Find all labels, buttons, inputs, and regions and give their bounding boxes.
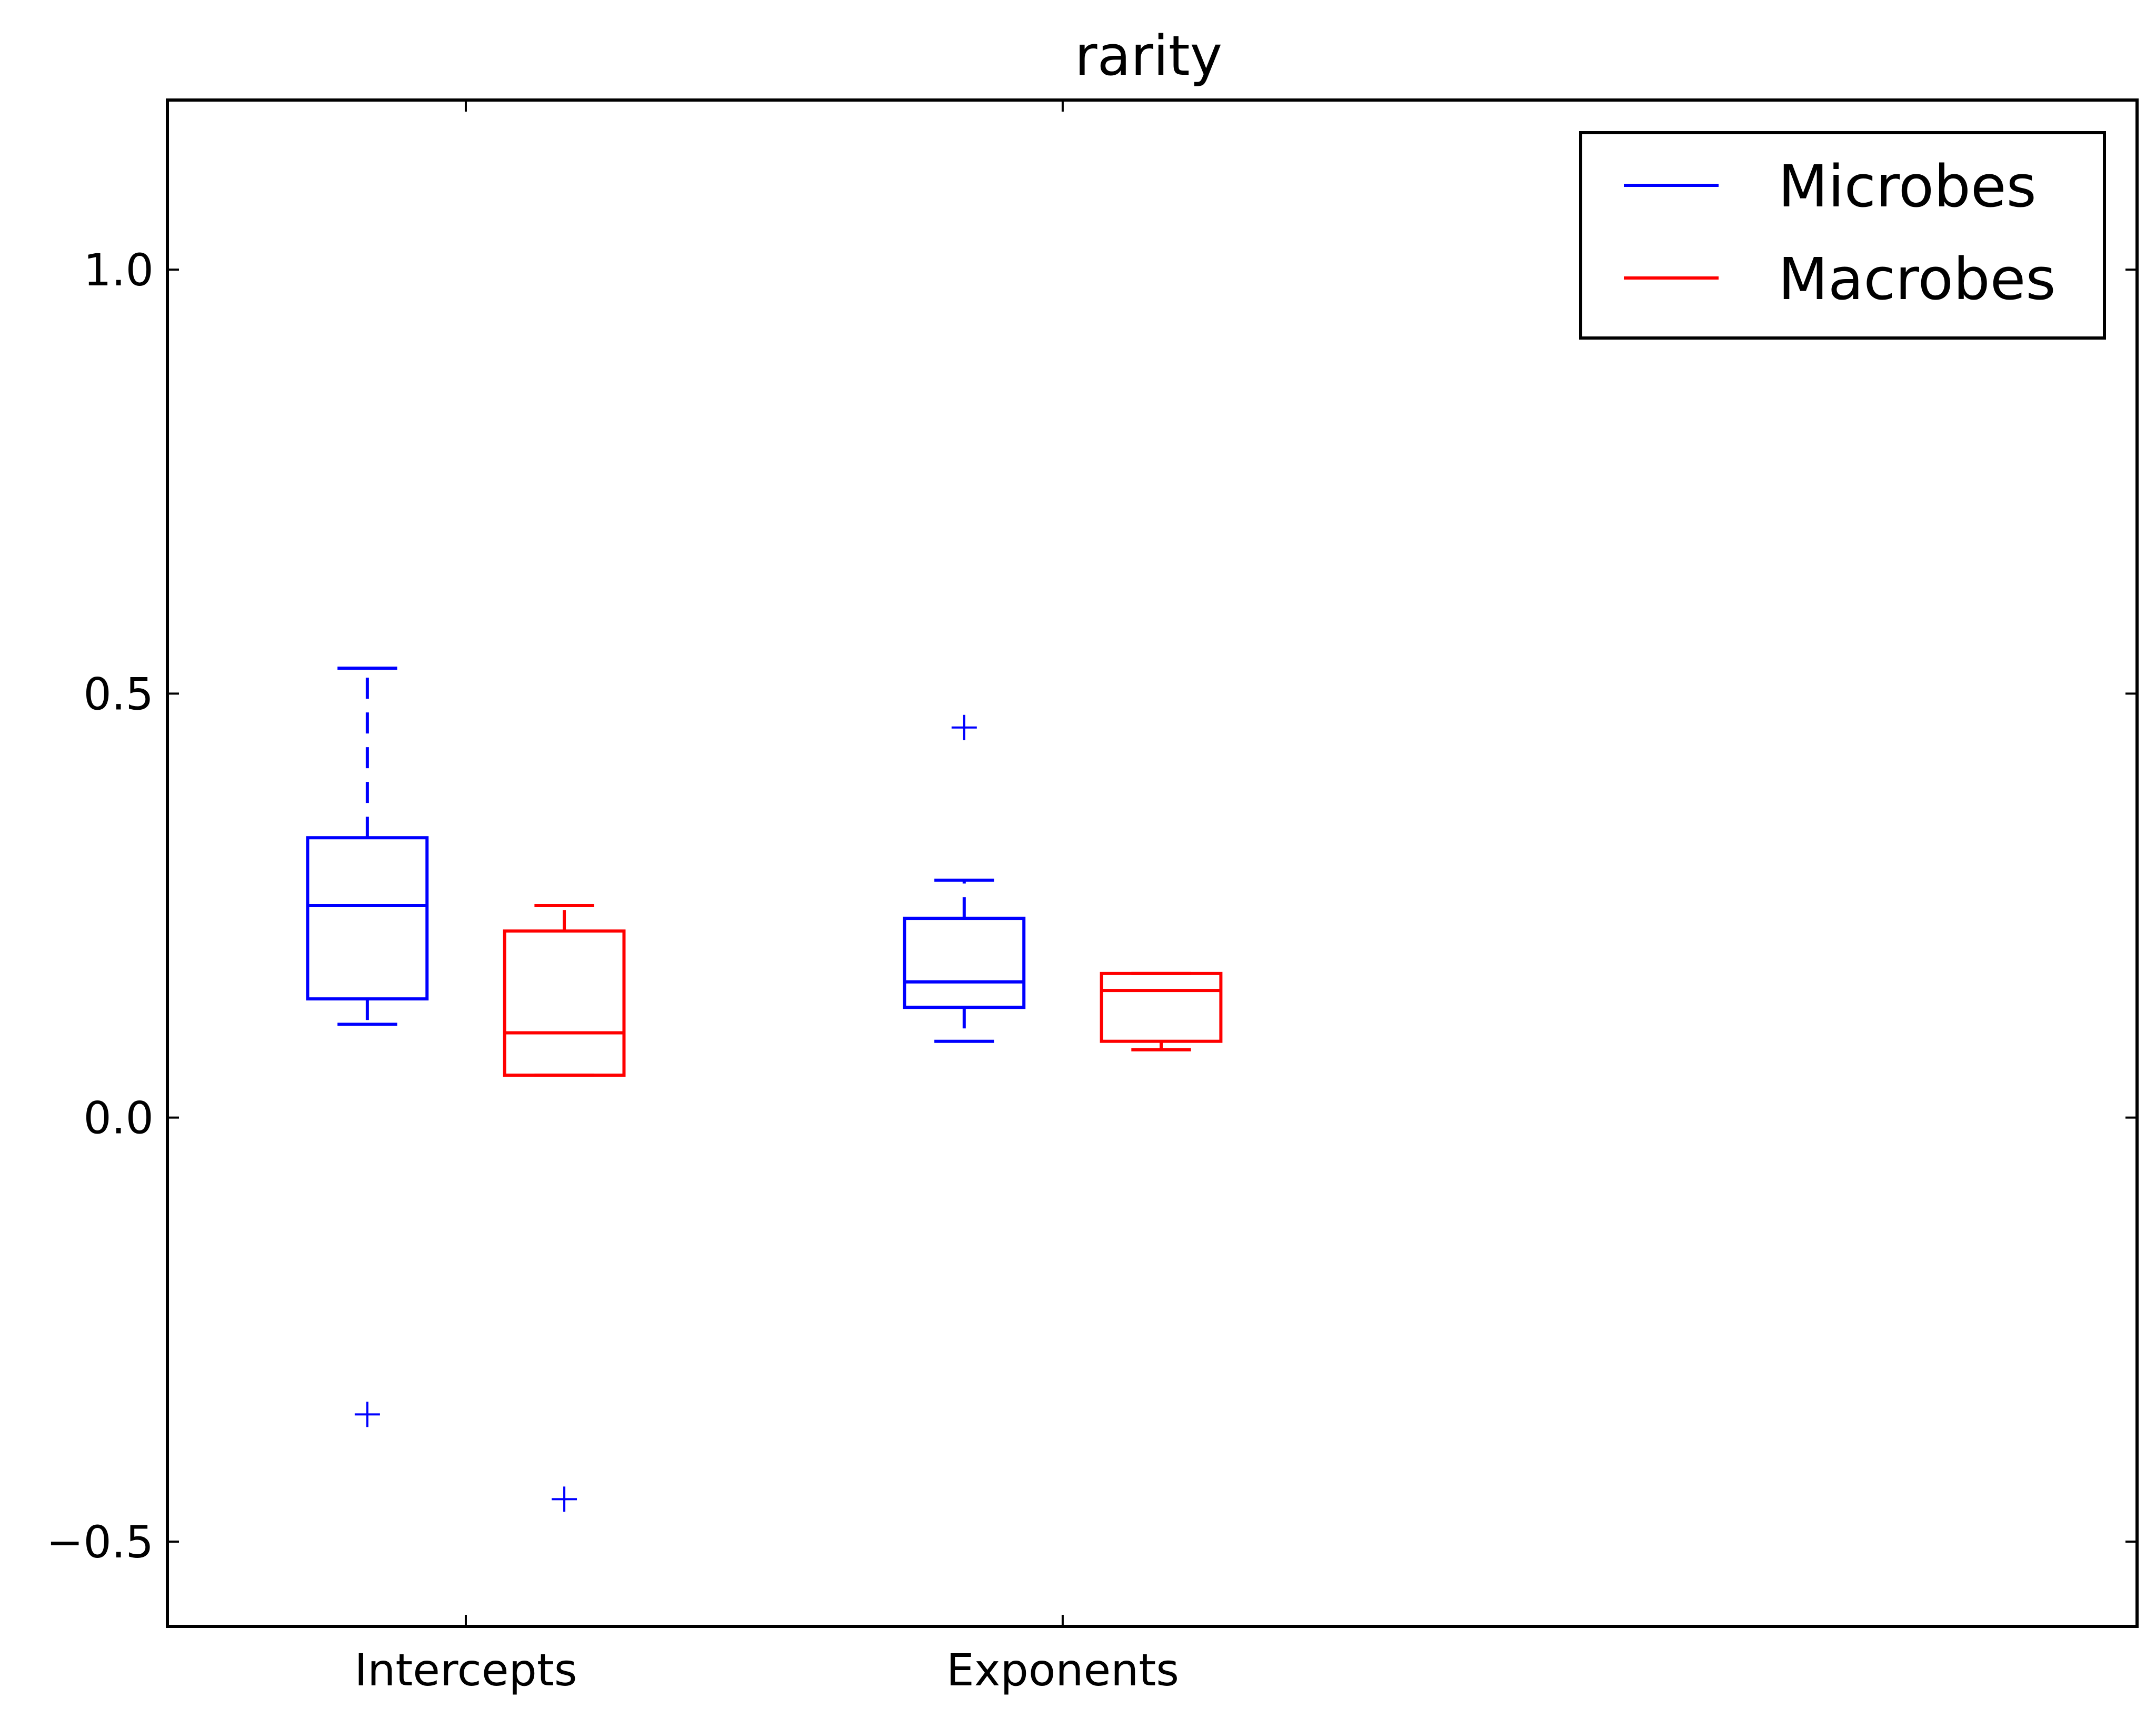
legend-box	[1579, 131, 2106, 340]
box	[1100, 971, 1223, 1043]
y-tick-label: 1.0	[83, 244, 154, 296]
y-tick-label: −0.5	[46, 1516, 154, 1568]
box	[903, 917, 1026, 1009]
legend-label: Macrobes	[1778, 245, 2056, 313]
x-tick-label: Exponents	[946, 1644, 1179, 1696]
y-tick-label: 0.0	[83, 1093, 154, 1144]
plot-area: −0.5 0.0 0.5 1.0 Intercepts Exponents	[46, 100, 2137, 1696]
legend: Microbes Macrobes	[1579, 131, 2106, 340]
y-tick-label: 0.5	[83, 668, 154, 720]
x-tick-label: Intercepts	[354, 1644, 577, 1696]
box	[306, 836, 429, 1001]
plot-frame	[166, 98, 2139, 1628]
outlier-point	[951, 714, 977, 740]
box	[503, 929, 626, 1077]
outlier-point	[552, 1486, 577, 1512]
outlier-point	[354, 1402, 380, 1427]
chart-title: rarity	[1075, 24, 1222, 88]
legend-label: Microbes	[1778, 153, 2037, 220]
